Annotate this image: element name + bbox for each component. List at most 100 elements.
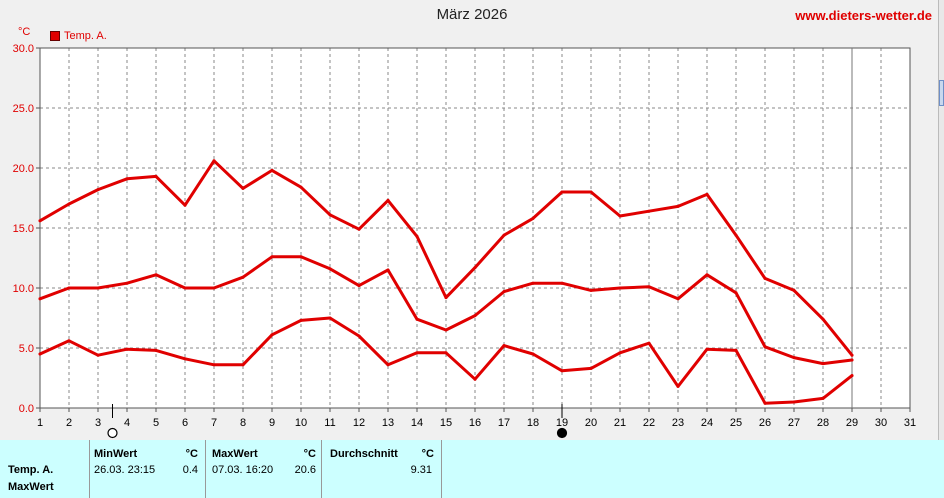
vertical-scrollbar[interactable] <box>938 0 944 440</box>
data-point-mean <box>38 297 42 301</box>
data-point-max <box>96 188 100 192</box>
data-point-mean <box>270 255 274 259</box>
data-point-max <box>154 174 158 178</box>
legend: Temp. A. <box>50 30 107 42</box>
data-point-max <box>618 214 622 218</box>
data-point-max <box>821 317 825 321</box>
x-tick-label: 2 <box>66 417 72 429</box>
min-header: MinWert <box>94 448 138 460</box>
data-point-mean <box>183 286 187 290</box>
x-tick-label: 7 <box>211 417 217 429</box>
x-tick-label: 8 <box>240 417 246 429</box>
data-point-max <box>763 276 767 280</box>
x-tick-label: 3 <box>95 417 101 429</box>
data-point-min <box>96 353 100 357</box>
x-tick-label: 27 <box>788 417 800 429</box>
data-point-mean <box>125 281 129 285</box>
data-point-mean <box>154 273 158 277</box>
data-point-mean <box>241 275 245 279</box>
data-point-max <box>386 198 390 202</box>
min-value: 0.4 <box>182 464 198 476</box>
min-unit: °C <box>185 448 198 460</box>
data-point-min <box>386 363 390 367</box>
data-point-max <box>850 353 854 357</box>
data-point-max <box>67 202 71 206</box>
data-point-min <box>473 377 477 381</box>
data-point-min <box>38 352 42 356</box>
data-point-max <box>589 190 593 194</box>
data-point-max <box>676 204 680 208</box>
data-point-min <box>125 347 129 351</box>
x-tick-label: 20 <box>585 417 597 429</box>
x-tick-label: 21 <box>614 417 626 429</box>
data-point-max <box>125 177 129 181</box>
x-tick-label: 16 <box>469 417 481 429</box>
y-tick-label: 10.0 <box>13 283 34 295</box>
data-point-mean <box>328 267 332 271</box>
data-point-min <box>502 344 506 348</box>
data-point-min <box>560 369 564 373</box>
x-tick-label: 10 <box>295 417 307 429</box>
data-point-min <box>270 333 274 337</box>
data-point-max <box>560 190 564 194</box>
legend-label: Temp. A. <box>64 30 107 42</box>
min-time: 26.03. 23:15 <box>94 464 156 476</box>
scrollbar-thumb[interactable] <box>939 80 944 106</box>
data-point-mean <box>589 288 593 292</box>
data-point-max <box>705 192 709 196</box>
y-tick-label: 15.0 <box>13 223 34 235</box>
stats-col-avg: Durchschnitt °C 9.31 <box>322 440 442 498</box>
data-point-mean <box>850 358 854 362</box>
x-tick-label: 31 <box>904 417 916 429</box>
data-point-min <box>792 400 796 404</box>
data-point-max <box>502 233 506 237</box>
max-unit: °C <box>303 448 316 460</box>
x-tick-label: 17 <box>498 417 510 429</box>
stats-row-label: Temp. A. <box>8 464 54 476</box>
x-tick-label: 28 <box>817 417 829 429</box>
y-tick-label: 25.0 <box>13 103 34 115</box>
x-tick-label: 25 <box>730 417 742 429</box>
data-point-max <box>241 186 245 190</box>
data-point-mean <box>357 284 361 288</box>
moon-full-outline-icon <box>107 427 118 439</box>
data-point-min <box>676 384 680 388</box>
y-axis-unit: °C <box>18 26 31 38</box>
data-point-min <box>415 351 419 355</box>
data-point-mean <box>96 286 100 290</box>
data-point-max <box>212 159 216 163</box>
data-point-min <box>531 352 535 356</box>
temperature-chart: 0.05.010.015.020.025.030.01 2 3 4 5 6 7 8 9 10 11 1… <box>13 43 916 439</box>
y-tick-label: 20.0 <box>13 163 34 175</box>
stats-panel: Temp. A. MaxWert MinWert °C 26.03. 23:15… <box>0 440 944 498</box>
x-tick-label: 14 <box>411 417 423 429</box>
data-point-max <box>473 266 477 270</box>
data-point-max <box>734 233 738 237</box>
data-point-min <box>821 396 825 400</box>
data-point-mean <box>299 255 303 259</box>
data-point-mean <box>763 345 767 349</box>
data-point-max <box>357 227 361 231</box>
data-point-min <box>357 334 361 338</box>
data-point-min <box>154 348 158 352</box>
chart-title: März 2026 <box>436 6 508 23</box>
y-tick-label: 5.0 <box>19 343 34 355</box>
data-point-mean <box>821 362 825 366</box>
x-tick-label: 15 <box>440 417 452 429</box>
stats-col-min: MinWert °C 26.03. 23:15 0.4 <box>90 440 206 498</box>
data-point-mean <box>473 314 477 318</box>
legend-swatch <box>50 31 60 41</box>
data-point-mean <box>618 286 622 290</box>
x-tick-label: 23 <box>672 417 684 429</box>
data-point-mean <box>386 268 390 272</box>
data-point-min <box>589 366 593 370</box>
data-point-mean <box>502 290 506 294</box>
data-point-mean <box>560 281 564 285</box>
x-tick-label: 6 <box>182 417 188 429</box>
x-tick-label: 26 <box>759 417 771 429</box>
data-point-min <box>647 341 651 345</box>
data-point-max <box>299 185 303 189</box>
data-point-max <box>183 203 187 207</box>
data-point-mean <box>415 317 419 321</box>
data-point-max <box>38 219 42 223</box>
